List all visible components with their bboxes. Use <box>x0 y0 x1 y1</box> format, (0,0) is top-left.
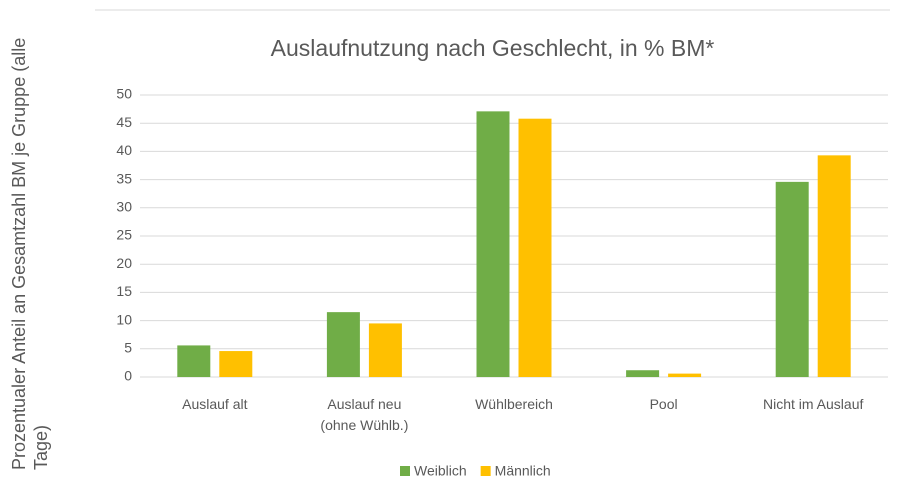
y-tick-label: 50 <box>116 86 132 102</box>
bar <box>518 118 552 378</box>
x-tick-label: Auslauf alt <box>182 396 248 412</box>
legend-label: Weiblich <box>414 463 467 479</box>
y-axis-label: Prozentualer Anteil an Gesamtzahl BM je … <box>9 37 51 470</box>
y-tick-label: 25 <box>116 227 132 243</box>
y-tick-label: 20 <box>116 255 132 271</box>
bar <box>626 370 660 377</box>
y-tick-label: 5 <box>124 340 132 356</box>
y-tick-label: 45 <box>116 114 132 130</box>
x-tick-label: Pool <box>649 396 678 412</box>
chart-title: Auslaufnutzung nach Geschlecht, in % BM* <box>270 35 715 61</box>
bar <box>326 312 360 377</box>
legend-swatch <box>480 466 491 476</box>
y-tick-label: 0 <box>124 368 132 384</box>
y-tick-label: 30 <box>116 199 132 215</box>
bar <box>775 181 809 377</box>
bar <box>817 155 851 377</box>
bar <box>368 323 402 377</box>
y-tick-label: 15 <box>116 283 132 299</box>
y-tick-label: 10 <box>116 311 132 327</box>
x-tick-label: Nicht im Auslauf <box>763 396 864 412</box>
legend-swatch <box>400 466 410 476</box>
x-tick-label: Wühlbereich <box>475 396 553 412</box>
y-tick-label: 40 <box>116 142 132 158</box>
bar <box>476 111 510 377</box>
legend-label: Männlich <box>495 463 551 479</box>
bar <box>219 351 253 377</box>
bar <box>668 373 702 377</box>
x-tick-label: Auslauf neu (ohne Wühlb.) <box>320 396 409 433</box>
y-tick-label: 35 <box>116 170 132 186</box>
bar <box>177 345 211 377</box>
